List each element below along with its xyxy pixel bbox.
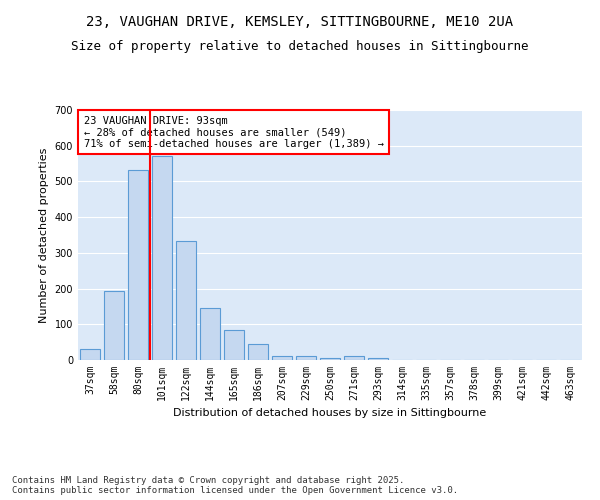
- Bar: [296, 356, 316, 360]
- Text: Contains HM Land Registry data © Crown copyright and database right 2025.
Contai: Contains HM Land Registry data © Crown c…: [12, 476, 458, 495]
- Text: Size of property relative to detached houses in Sittingbourne: Size of property relative to detached ho…: [71, 40, 529, 53]
- Bar: [152, 156, 172, 360]
- Y-axis label: Number of detached properties: Number of detached properties: [39, 148, 49, 322]
- Bar: [248, 344, 268, 360]
- Bar: [224, 330, 244, 360]
- Bar: [272, 356, 292, 360]
- Bar: [176, 242, 196, 360]
- Bar: [368, 358, 388, 360]
- Text: 23 VAUGHAN DRIVE: 93sqm
← 28% of detached houses are smaller (549)
71% of semi-d: 23 VAUGHAN DRIVE: 93sqm ← 28% of detache…: [83, 116, 383, 149]
- X-axis label: Distribution of detached houses by size in Sittingbourne: Distribution of detached houses by size …: [173, 408, 487, 418]
- Bar: [80, 348, 100, 360]
- Bar: [104, 291, 124, 360]
- Bar: [200, 308, 220, 360]
- Bar: [128, 170, 148, 360]
- Text: 23, VAUGHAN DRIVE, KEMSLEY, SITTINGBOURNE, ME10 2UA: 23, VAUGHAN DRIVE, KEMSLEY, SITTINGBOURN…: [86, 15, 514, 29]
- Bar: [320, 358, 340, 360]
- Bar: [344, 356, 364, 360]
